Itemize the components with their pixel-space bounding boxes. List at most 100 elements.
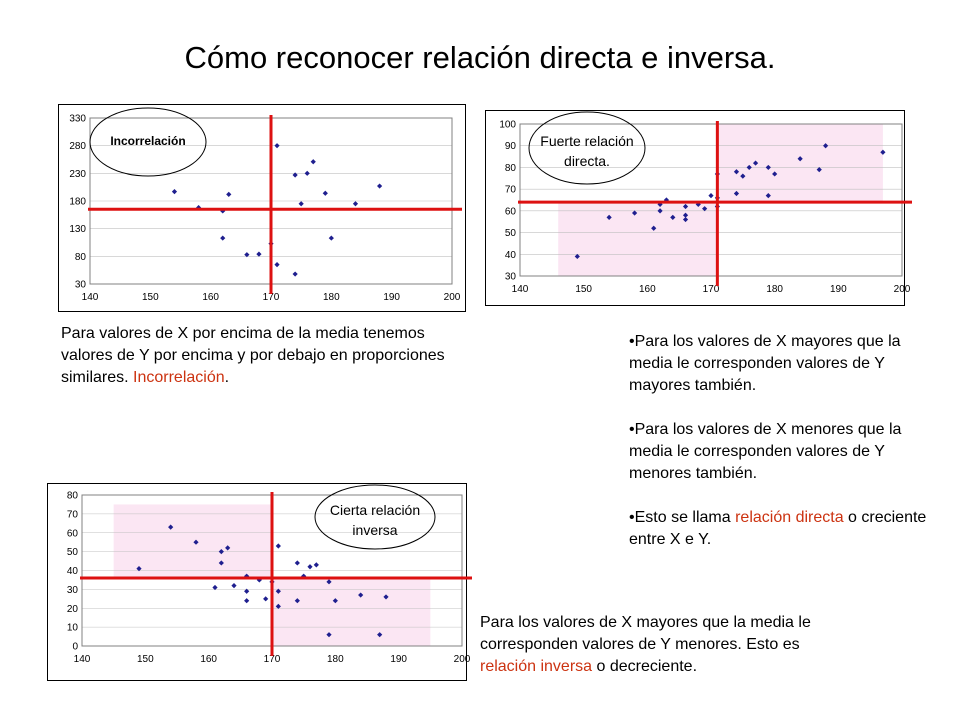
- inversa-annotation-ellipse: [314, 484, 436, 550]
- directa-shaded-quadrant-0: [558, 202, 718, 276]
- inversa-y-tick-label-1: 10: [67, 623, 79, 634]
- directa-data-point-22: [765, 164, 771, 171]
- inversa-shaded-quadrant-1: [272, 578, 431, 646]
- directa-annotation-label-1: directa.: [564, 153, 610, 169]
- incorrelacion-data-point-13: [304, 170, 310, 176]
- directa-shaded-quadrant-1: [717, 124, 883, 203]
- inversa-shaded-quadrant-0: [113, 504, 273, 579]
- directa-data-point-24: [772, 171, 778, 177]
- directa-data-point-13: [708, 193, 714, 199]
- inversa-x-tick-label-0: 140: [74, 654, 91, 665]
- inversa-x-tick-label-1: 150: [137, 654, 154, 665]
- incorrelacion-y-tick-label-4: 230: [69, 169, 86, 180]
- incorrelacion-y-tick-label-3: 180: [69, 197, 86, 208]
- directa-data-point-18: [733, 169, 740, 175]
- inversa-y-tick-label-8: 80: [67, 491, 79, 502]
- incorrelacion-x-tick-label-2: 160: [202, 292, 219, 303]
- directa-annotation-ellipse: [528, 111, 646, 185]
- directa-x-tick-label-1: 150: [575, 284, 592, 295]
- incorrelacion-body: Para valores de X por encima de la media…: [61, 325, 445, 386]
- inversa-y-tick-label-7: 70: [67, 509, 79, 520]
- directa-keyword: relación directa: [735, 509, 844, 526]
- directa-x-tick-label-0: 140: [512, 284, 529, 295]
- incorrelacion-data-point-0: [171, 188, 178, 195]
- inversa-data-point-3: [212, 584, 218, 591]
- incorrelacion-x-tick-label-3: 170: [263, 292, 280, 303]
- directa-y-tick-label-0: 30: [505, 272, 517, 283]
- incorrelacion-data-point-5: [244, 252, 250, 258]
- directa-y-tick-label-3: 60: [505, 206, 517, 217]
- inversa-x-tick-label-3: 170: [264, 654, 281, 665]
- inversa-y-tick-label-2: 20: [67, 604, 79, 615]
- incorrelacion-y-tick-label-6: 330: [69, 114, 86, 125]
- incorrelacion-data-point-15: [322, 190, 328, 196]
- inversa-description: Para los valores de X mayores que la med…: [480, 612, 820, 678]
- incorrelacion-y-tick-label-2: 130: [69, 224, 86, 235]
- inversa-data-point-27: [383, 594, 389, 600]
- incorrelacion-data-point-16: [328, 235, 334, 241]
- directa-data-point-17: [733, 190, 740, 197]
- incorrelacion-tail: .: [224, 369, 230, 386]
- inversa-data-point-8: [244, 598, 250, 604]
- directa-data-point-23: [765, 193, 771, 199]
- directa-bullet3-pre: •Esto se llama: [629, 509, 736, 526]
- incorrelacion-annotation-ellipse: [89, 107, 207, 177]
- directa-y-tick-label-4: 70: [505, 185, 517, 196]
- incorrelacion-x-tick-label-4: 180: [323, 292, 340, 303]
- incorrelacion-chart: 30 80 130 180 230 280 330 140 150 160 170 180 190 200…: [58, 104, 466, 312]
- directa-x-tick-label-6: 200: [894, 284, 911, 295]
- directa-bullet-menores: •Para los valores de X menores que la me…: [629, 421, 902, 482]
- inversa-body: Para los valores de X mayores que la med…: [480, 614, 811, 653]
- incorrelacion-data-point-14: [310, 159, 316, 165]
- incorrelacion-x-tick-label-1: 150: [142, 292, 159, 303]
- incorrelacion-data-point-6: [256, 251, 262, 257]
- incorrelacion-data-point-3: [220, 235, 226, 241]
- directa-bullet-mayores: •Para los valores de X mayores que la me…: [629, 333, 901, 394]
- incorrelacion-y-tick-label-5: 280: [69, 141, 86, 152]
- directa-data-point-1: [606, 214, 612, 220]
- directa-data-point-25: [797, 156, 803, 162]
- incorrelacion-annotation-label-0: Incorrelación: [110, 134, 185, 148]
- inversa-x-tick-label-6: 200: [454, 654, 471, 665]
- inversa-data-point-12: [263, 596, 269, 602]
- directa-data-point-28: [880, 149, 886, 155]
- inversa-data-point-2: [193, 539, 199, 545]
- inversa-y-tick-label-5: 50: [67, 547, 79, 558]
- directa-y-tick-label-1: 40: [505, 250, 517, 261]
- inversa-annotation-label-1: inversa: [352, 522, 397, 538]
- slide-title: Cómo reconocer relación directa e invers…: [184, 40, 776, 75]
- inversa-data-point-23: [326, 579, 332, 585]
- directa-x-tick-label-3: 170: [703, 284, 720, 295]
- directa-bullet3-post: o creciente entre X e Y.: [629, 509, 927, 548]
- directa-y-tick-label-5: 80: [505, 163, 517, 174]
- directa-data-point-21: [752, 160, 759, 166]
- incorrelacion-keyword: Incorrelación: [133, 369, 225, 386]
- directa-y-tick-label-2: 50: [505, 228, 517, 239]
- directa-data-point-8: [682, 216, 689, 223]
- incorrelacion-data-point-18: [377, 183, 383, 189]
- inversa-data-point-5: [218, 549, 224, 555]
- inversa-y-tick-label-3: 30: [67, 585, 79, 596]
- directa-chart-svg: 30 40 50 60 70 80 90 100 140 150 160 170 180 190 200 Fu…: [485, 110, 912, 306]
- inversa-chart: 0 10 20 30 40 50 60 70 80 140 150 160 170 180 190 200 Ci…: [47, 483, 472, 681]
- inversa-tail: o decreciente.: [592, 658, 698, 675]
- directa-description: •Para los valores de X mayores que la me…: [629, 331, 929, 573]
- directa-data-point-27: [823, 143, 829, 149]
- directa-chart: 30 40 50 60 70 80 90 100 140 150 160 170 180 190 200 Fu…: [485, 110, 912, 306]
- directa-data-point-26: [816, 167, 822, 173]
- inversa-data-point-22: [326, 632, 332, 638]
- directa-x-tick-label-4: 180: [766, 284, 783, 295]
- inversa-data-point-9: [244, 588, 250, 594]
- incorrelacion-chart-svg: 30 80 130 180 230 280 330 140 150 160 170 180 190 200…: [58, 104, 466, 312]
- incorrelacion-x-tick-label-5: 190: [383, 292, 400, 303]
- directa-bullet-conclusion: •Esto se llama relación directa o crecie…: [629, 507, 929, 551]
- incorrelacion-data-point-17: [352, 201, 359, 207]
- incorrelacion-x-tick-label-0: 140: [82, 292, 99, 303]
- inversa-y-tick-label-0: 0: [72, 642, 78, 653]
- incorrelacion-y-tick-label-1: 80: [75, 252, 87, 263]
- directa-data-point-10: [682, 203, 689, 210]
- directa-data-point-20: [746, 164, 752, 171]
- inversa-x-tick-label-2: 160: [200, 654, 217, 665]
- directa-y-tick-label-7: 100: [499, 120, 516, 131]
- inversa-y-tick-label-4: 40: [67, 566, 79, 577]
